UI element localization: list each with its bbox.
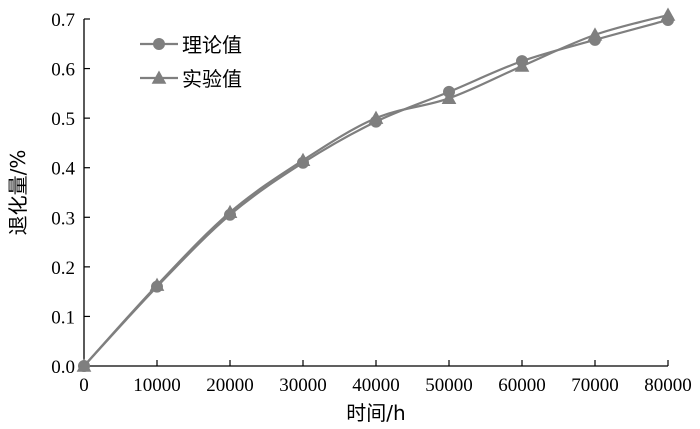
y-axis-label: 退化量/%	[6, 150, 30, 236]
triangle-marker	[368, 110, 384, 124]
legend-label: 实验值	[182, 67, 242, 91]
axes	[83, 19, 668, 367]
triangle-marker	[295, 152, 311, 166]
triangle-marker	[514, 58, 530, 72]
legend-triangle-marker	[151, 70, 167, 84]
triangle-marker	[149, 277, 165, 291]
legend-circle-marker	[153, 38, 165, 50]
series-line	[83, 13, 669, 367]
triangle-marker	[222, 204, 238, 219]
legend-label: 理论值	[182, 33, 242, 57]
series-theoretical	[78, 13, 674, 372]
triangle-marker	[441, 90, 457, 105]
series-experimental	[76, 7, 676, 372]
triangle-marker	[660, 7, 676, 21]
x-axis-ticks: 0 10000 20000 30000 40000 50000 60000 70000 8000…	[79, 360, 692, 396]
x-tick-label: 30000	[279, 375, 327, 396]
y-axis-ticks: 0.0 0.1 0.2 0.3 0.4 0.5 0.6 0.7	[51, 10, 90, 378]
x-axis-label: 时间/h	[346, 401, 405, 425]
y-tick-label: 0.5	[51, 109, 75, 130]
series-line	[83, 18, 669, 367]
y-tick-label: 0.2	[51, 258, 75, 279]
x-tick-label: 50000	[425, 375, 473, 396]
x-tick-label: 80000	[644, 375, 692, 396]
y-tick-label: 0.3	[51, 208, 75, 229]
x-tick-label: 60000	[498, 375, 546, 396]
x-tick-label: 20000	[206, 375, 254, 396]
y-tick-label: 0.6	[51, 60, 75, 81]
y-tick-label: 0.1	[51, 307, 75, 328]
y-tick-label: 0.4	[51, 159, 75, 180]
x-tick-label: 10000	[133, 375, 181, 396]
x-tick-label: 70000	[571, 375, 619, 396]
y-tick-label: 0.7	[51, 10, 75, 31]
triangle-marker	[587, 27, 603, 41]
series-layer	[76, 7, 676, 372]
triangle-marker	[76, 358, 92, 372]
x-tick-label: 0	[79, 375, 89, 396]
y-tick-label: 0.0	[51, 357, 75, 378]
x-tick-label: 40000	[352, 375, 400, 396]
